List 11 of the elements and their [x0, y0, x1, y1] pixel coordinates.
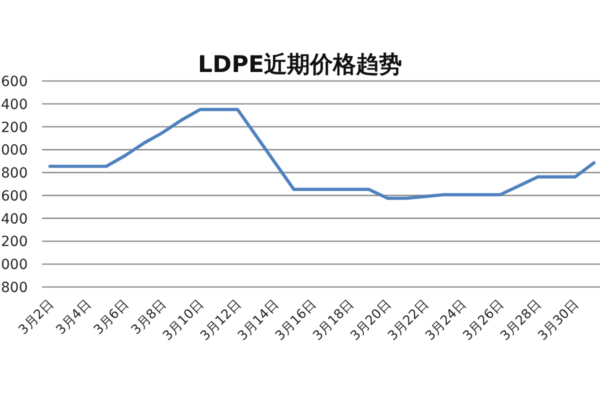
text: 800: [1, 166, 28, 182]
chart-title: LDPE近期价格趋势: [198, 52, 402, 78]
text: 000: [1, 142, 28, 159]
text: 400: [1, 96, 28, 113]
text: 200: [1, 234, 28, 250]
text: 400: [1, 211, 28, 228]
text: 800: [1, 280, 28, 296]
text: 000: [1, 257, 28, 274]
text: 200: [1, 120, 28, 136]
text: 600: [1, 188, 28, 204]
text: 600: [1, 74, 28, 90]
